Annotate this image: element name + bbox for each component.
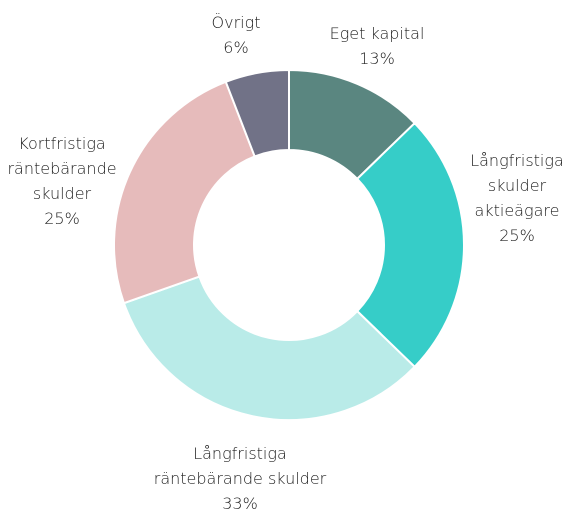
- slice-name: Eget kapital: [329, 24, 425, 43]
- slice-value: 6%: [223, 38, 249, 57]
- slice-label: Övrigt 6%: [196, 10, 276, 60]
- slice-value: 25%: [44, 209, 80, 228]
- slice-name: Kortfristiga räntebärande skulder: [7, 134, 117, 203]
- slice-name: Övrigt: [211, 13, 261, 32]
- slice-label: Långfristiga räntebärande skulder 33%: [140, 441, 340, 513]
- slice-name: Långfristiga skulder aktieägare: [470, 151, 564, 220]
- slice-value: 25%: [499, 226, 535, 245]
- slice-name: Långfristiga räntebärande skulder: [153, 444, 327, 488]
- slice-label: Långfristiga skulder aktieägare 25%: [467, 148, 567, 248]
- slice-label: Eget kapital 13%: [312, 21, 442, 71]
- slice-value: 13%: [359, 49, 395, 68]
- slice-label: Kortfristiga räntebärande skulder 25%: [3, 131, 121, 231]
- slice-value: 33%: [222, 494, 258, 513]
- donut-slice: [224, 68, 290, 158]
- donut-slice: [122, 275, 417, 421]
- donut-slice: [355, 121, 465, 369]
- donut-slice: [113, 80, 256, 305]
